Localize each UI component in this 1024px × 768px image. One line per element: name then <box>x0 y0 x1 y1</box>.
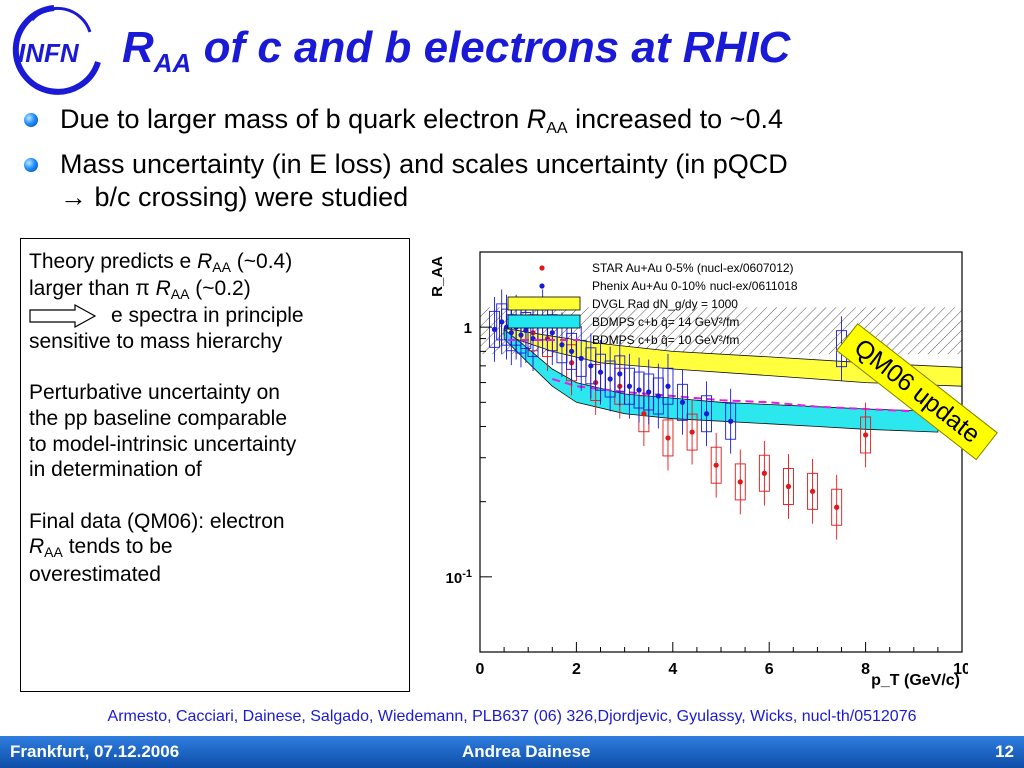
data-point <box>523 327 529 334</box>
bullet-icon <box>24 113 38 127</box>
textbox-line: sensitive to mass hierarchy <box>29 329 283 353</box>
data-point <box>703 411 710 417</box>
textbox-line: Perturbative uncertainty on <box>29 381 280 405</box>
textbox-line: Final data (QM06): electron <box>29 509 285 533</box>
data-point <box>863 432 869 438</box>
data-point <box>597 369 604 375</box>
data-point <box>834 504 840 510</box>
x-tick-label: 8 <box>861 661 870 678</box>
data-point <box>549 330 555 336</box>
data-point <box>713 462 719 468</box>
textbox-line: in determination of <box>29 458 202 482</box>
legend-label: Phenix Au+Au 0-10% nucl-ex/0611018 <box>592 279 798 293</box>
x-tick-label: 10 <box>953 661 968 678</box>
model-curve <box>552 378 963 415</box>
data-point <box>689 429 695 435</box>
x-axis-label: p_T (GeV/c) <box>871 672 960 689</box>
textbox-line: overestimated <box>29 562 161 586</box>
bullet-icon <box>24 158 38 173</box>
data-point <box>679 399 686 405</box>
data-point <box>646 389 652 395</box>
textbox-line: Theory predicts e RAA (~0.4) <box>29 250 293 275</box>
data-point <box>578 355 584 361</box>
data-point <box>665 383 671 389</box>
reference-citation: Armesto, Cacciari, Dainese, Salgado, Wie… <box>107 708 917 725</box>
y-axis-label: R_AA <box>429 256 446 297</box>
data-point <box>737 479 743 485</box>
data-point <box>641 411 647 417</box>
legend-swatch <box>507 314 581 329</box>
data-point <box>588 363 594 369</box>
theory-textbox: Theory predicts e RAA (~0.4) larger than… <box>20 238 410 692</box>
data-point <box>785 483 792 490</box>
data-point <box>655 393 661 399</box>
textbox-line: RAA tends to be <box>29 535 173 561</box>
data-point <box>761 470 767 476</box>
data-point <box>568 348 575 354</box>
footer-bar: Frankfurt, 07.12.2006 Andrea Dainese 12 <box>0 736 1024 768</box>
bullet-item: Due to larger mass of b quark electron R… <box>24 103 1014 138</box>
y-tick-label: 1 <box>464 320 472 337</box>
logo-text: INFN <box>18 38 80 68</box>
data-point <box>728 418 734 424</box>
x-tick-label: 2 <box>572 661 581 678</box>
data-point <box>636 387 642 393</box>
x-tick-label: 6 <box>765 661 774 678</box>
legend-label: BDMPS c+b q̂= 10 GeV²/fm <box>592 333 739 347</box>
slide-title: RAA of c and b electrons at RHIC <box>122 23 791 78</box>
data-point <box>626 383 633 389</box>
slide-number: 12 <box>995 742 1014 761</box>
bullet-item: Mass uncertainty (in E loss) and scales … <box>24 148 1014 213</box>
raa-plot: 0 2 4 6 8 10 1 10-1 STAR Au+Au 0-5% (nucl-ex/06… <box>429 251 968 689</box>
legend-marker <box>539 265 545 271</box>
textbox-line: larger than π RAA (~0.2) <box>29 277 251 303</box>
textbox-line: e spectra in principle <box>29 303 401 329</box>
right-arrow-icon <box>29 303 97 328</box>
data-point <box>665 435 671 441</box>
textbox-line: to model-intrinsic uncertainty <box>29 432 297 456</box>
bullet-list: Due to larger mass of b quark electron R… <box>24 103 1014 223</box>
legend-marker <box>539 283 545 289</box>
data-point <box>617 371 623 377</box>
y-tick-label: 10-1 <box>446 568 472 587</box>
infn-logo: INFN <box>12 5 101 95</box>
x-tick-label: 0 <box>476 661 485 678</box>
textbox-line: the pp baseline comparable <box>29 406 288 430</box>
footer-author: Andrea Dainese <box>462 742 591 761</box>
data-point <box>559 342 565 348</box>
legend-swatch <box>507 296 581 311</box>
footer-location-date: Frankfurt, 07.12.2006 <box>10 742 180 761</box>
legend-label: BDMPS c+b q̂= 14 GeV²/fm <box>592 315 739 329</box>
legend-label: STAR Au+Au 0-5% (nucl-ex/0607012) <box>592 261 794 275</box>
data-point <box>809 488 816 494</box>
data-point <box>491 326 498 332</box>
legend-label: DVGL Rad dN_g/dy = 1000 <box>592 297 738 311</box>
data-point <box>607 376 613 382</box>
x-tick-label: 4 <box>668 661 677 678</box>
